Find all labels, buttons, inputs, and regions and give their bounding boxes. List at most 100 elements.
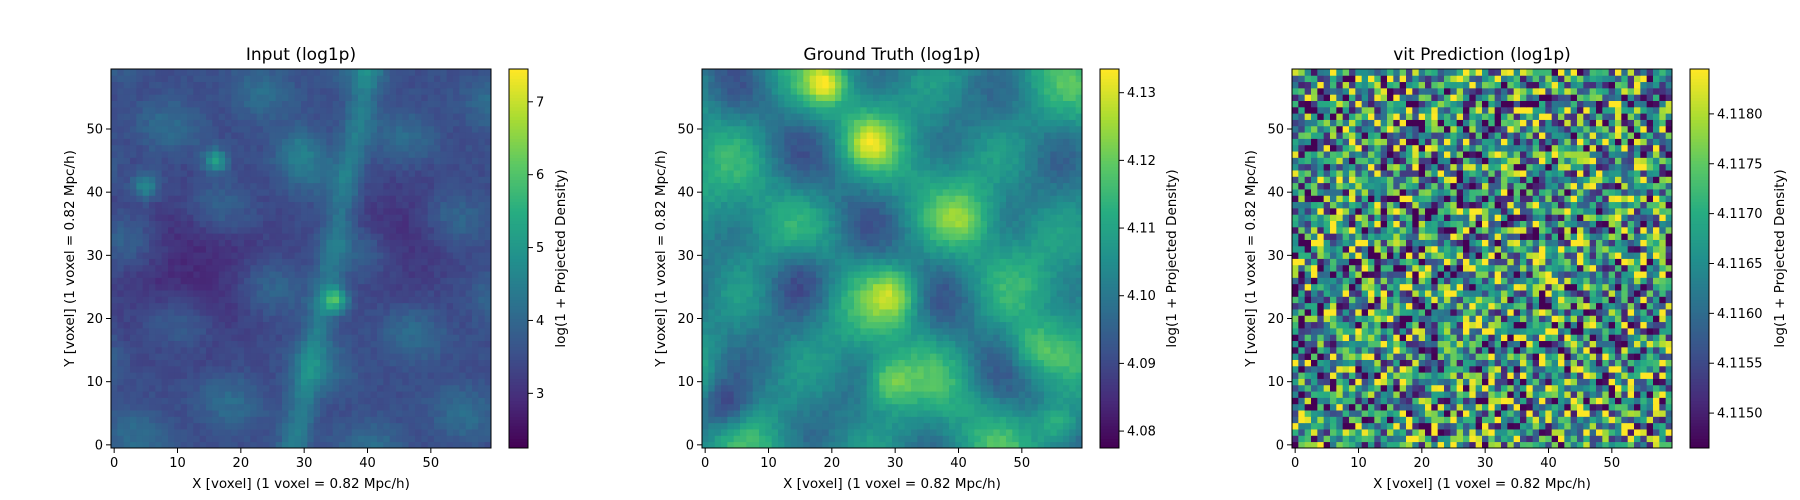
heatmap-cell [142, 372, 150, 379]
heatmap-cell [453, 258, 460, 266]
heatmap-cell [396, 151, 403, 158]
heatmap-cell [459, 346, 467, 354]
heatmap-cell [250, 403, 258, 411]
heatmap-cell [294, 416, 302, 424]
heatmap-cell [294, 144, 302, 152]
heatmap-cell [370, 315, 378, 323]
heatmap-cell [847, 327, 855, 335]
heatmap-cell [1075, 359, 1083, 367]
heatmap-cell [904, 340, 912, 348]
heatmap-cell [326, 391, 334, 398]
heatmap-cell [854, 346, 861, 354]
heatmap-cell [803, 422, 811, 430]
heatmap-cell [377, 125, 384, 133]
heatmap-cell [453, 144, 460, 152]
heatmap-cell [370, 81, 378, 89]
heatmap-cell [472, 258, 479, 266]
heatmap-cell [282, 195, 289, 203]
heatmap-cell [415, 315, 422, 323]
heatmap-cell [136, 239, 144, 247]
heatmap-cell [980, 372, 988, 379]
heatmap-cell [212, 309, 220, 316]
heatmap-cell [358, 119, 365, 127]
heatmap-cell [263, 372, 270, 379]
heatmap-cell [364, 315, 372, 323]
heatmap-cell [123, 290, 131, 297]
heatmap-cell [237, 176, 245, 184]
heatmap-cell [161, 182, 169, 190]
heatmap-cell [237, 239, 245, 247]
heatmap-cell [370, 195, 378, 203]
heatmap-cell [917, 403, 925, 411]
heatmap-cell [440, 195, 448, 203]
heatmap-cell [282, 334, 289, 342]
heatmap-cell [377, 264, 384, 272]
heatmap-cell [721, 384, 728, 392]
heatmap-cell [174, 378, 182, 386]
heatmap-cell [415, 422, 422, 430]
heatmap-cell [345, 378, 353, 386]
heatmap-cell [168, 170, 175, 177]
heatmap-cell [130, 290, 137, 297]
heatmap-cell [949, 327, 956, 335]
heatmap-cell [427, 182, 435, 190]
heatmap-cell [142, 125, 150, 133]
heatmap-cell [136, 429, 144, 436]
heatmap-cell [1031, 384, 1039, 392]
heatmap-cell [206, 157, 213, 165]
heatmap-cell [453, 226, 460, 234]
heatmap-cell [873, 435, 880, 443]
heatmap-cell [212, 391, 220, 398]
heatmap-cell [155, 182, 163, 190]
heatmap-cell [911, 359, 918, 367]
heatmap-cell [263, 69, 270, 76]
heatmap-cell [759, 435, 766, 443]
heatmap-cell [339, 214, 346, 221]
heatmap-cell [339, 302, 346, 310]
heatmap-cell [142, 201, 150, 209]
heatmap-cell [250, 397, 258, 405]
heatmap-cell [472, 220, 479, 228]
heatmap-cell [301, 201, 308, 209]
heatmap-cell [161, 245, 169, 253]
heatmap-cell [136, 106, 144, 114]
heatmap-cell [765, 346, 773, 354]
heatmap-cell [123, 75, 131, 83]
heatmap-cell [218, 327, 226, 335]
heatmap-cell [465, 189, 473, 196]
colorbar-segment [509, 419, 528, 424]
heatmap-cell [282, 220, 289, 228]
heatmap-cell [873, 384, 880, 392]
heatmap-cell [351, 378, 359, 386]
heatmap-cell [484, 327, 492, 335]
heatmap-cell [123, 391, 131, 398]
heatmap-cell [199, 138, 207, 146]
heatmap-cell [237, 264, 245, 272]
heatmap-cell [961, 353, 969, 360]
heatmap-cell [383, 94, 391, 101]
heatmap-cell [427, 189, 435, 196]
heatmap-cell [465, 327, 473, 335]
heatmap-cell [256, 226, 264, 234]
heatmap-cell [478, 207, 486, 215]
heatmap-cell [453, 391, 460, 398]
heatmap-cell [161, 290, 169, 297]
heatmap-cell [1044, 397, 1051, 405]
heatmap-cell [269, 346, 277, 354]
y-tick-label: 10 [86, 375, 103, 390]
heatmap-cell [250, 346, 258, 354]
heatmap-cell [218, 302, 226, 310]
heatmap-cell [740, 315, 747, 323]
heatmap-cell [440, 226, 448, 234]
heatmap-cell [174, 157, 182, 165]
heatmap-cell [1056, 334, 1064, 342]
heatmap-cell [746, 334, 754, 342]
heatmap-cell [434, 220, 441, 228]
heatmap-cell [332, 384, 340, 392]
heatmap-cell [332, 334, 340, 342]
heatmap-cell [187, 119, 194, 127]
heatmap-cell [936, 372, 944, 379]
heatmap-cell [459, 372, 467, 379]
heatmap-cell [345, 340, 353, 348]
